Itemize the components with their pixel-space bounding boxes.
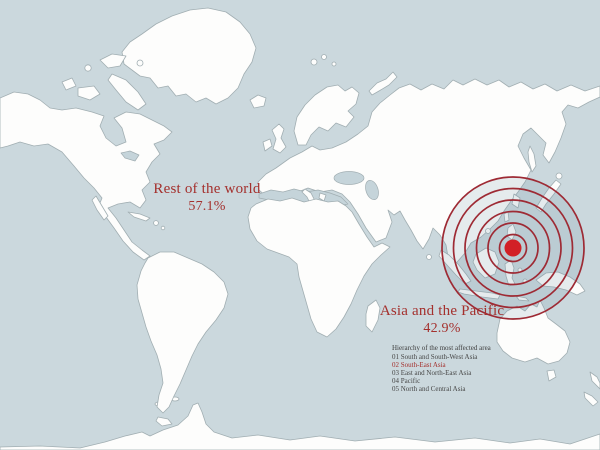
- legend-item-01: 01 South and South-West Asia: [392, 353, 478, 361]
- island-novaya-zemlya: [368, 71, 398, 96]
- great-lakes: [120, 150, 140, 162]
- peninsula-baja: [91, 195, 109, 221]
- landmass-australia: [496, 299, 571, 365]
- label-rest-of-world: Rest of the world 57.1%: [107, 180, 307, 215]
- island-new-zealand-south: [583, 391, 599, 407]
- rest-of-world-title: Rest of the world: [153, 181, 261, 197]
- legend-item-04: 04 Pacific: [392, 377, 421, 385]
- island-tasmania: [546, 369, 557, 382]
- landmass-antarctica: [0, 402, 600, 450]
- landmass-greenland: [121, 7, 257, 105]
- legend-item-05: 05 North and Central Asia: [392, 385, 466, 393]
- island-hokkaido: [555, 172, 563, 180]
- island-tierra-del-fuego: [155, 416, 173, 427]
- landmass-eurasia: [257, 78, 600, 269]
- landmass-africa: [247, 197, 391, 338]
- island-great-britain: [271, 123, 287, 154]
- island-ireland: [262, 138, 273, 152]
- island-new-zealand-north: [589, 371, 600, 390]
- legend-item-03: 03 East and North-East Asia: [392, 369, 472, 377]
- legend-title: Hierarchy of the most affected area: [392, 344, 491, 352]
- island-sri-lanka: [426, 254, 432, 260]
- islands-canadian-arctic: [61, 53, 147, 111]
- island-svalbard-3: [331, 61, 337, 67]
- island-svalbard-1: [310, 58, 318, 66]
- asia-pacific-value: 42.9%: [423, 321, 461, 336]
- island-svalbard-2: [321, 54, 327, 60]
- island-iceland: [249, 94, 267, 109]
- island-caribbean: [160, 225, 166, 231]
- island-sakhalin: [527, 145, 537, 173]
- peninsula-scandinavia: [293, 84, 360, 146]
- asia-pacific-title: Asia and the Pacific: [379, 303, 505, 319]
- rest-of-world-value: 57.1%: [188, 199, 226, 214]
- landmass-north-america: [0, 91, 173, 261]
- legend: Hierarchy of the most affected area 01 S…: [392, 344, 562, 393]
- epicenter-rings: [441, 176, 585, 320]
- island-madagascar: [365, 299, 381, 333]
- label-asia-pacific: Asia and the Pacific 42.9%: [342, 302, 542, 337]
- island-cuba: [127, 211, 151, 222]
- legend-item-02: 02 South-East Asia: [392, 361, 446, 369]
- epicenter-dot: [504, 239, 522, 257]
- black-sea: [333, 171, 365, 185]
- island-hispaniola: [153, 220, 159, 226]
- caspian-sea: [365, 179, 379, 201]
- landmass-south-america: [136, 251, 229, 414]
